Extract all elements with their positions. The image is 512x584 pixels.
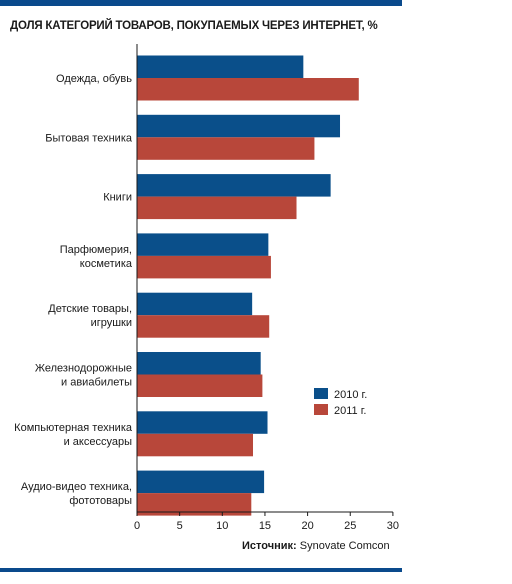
bar-2011-3 <box>137 255 271 279</box>
bar-2011-1 <box>137 137 315 160</box>
category-label: Книги <box>103 192 132 204</box>
legend-swatch-2010 <box>314 388 328 399</box>
bar-2011-4 <box>137 315 270 338</box>
bar-2011-0 <box>137 78 359 101</box>
x-tick-label: 5 <box>177 520 183 532</box>
category-label: Бытовая техника <box>45 132 133 144</box>
bottom-rule <box>0 568 402 572</box>
category-label: Аудио-видео техника, <box>21 481 132 493</box>
x-tick-label: 20 <box>301 520 313 532</box>
bar-2011-2 <box>137 196 297 220</box>
legend-label-2011: 2011 г. <box>334 405 366 417</box>
bar-2010-7 <box>137 470 265 494</box>
bar-2010-0 <box>137 55 304 78</box>
bar-2010-4 <box>137 292 253 316</box>
category-label: Железнодорожные <box>35 363 132 375</box>
source-note: Источник: Synovate Comcon <box>242 540 390 552</box>
x-tick-label: 0 <box>134 520 140 532</box>
legend-label-2010: 2010 г. <box>334 389 367 401</box>
bar-2011-6 <box>137 433 254 457</box>
bar-2010-3 <box>137 233 269 256</box>
category-label: Парфюмерия, <box>60 244 132 256</box>
source-value: Synovate Comcon <box>299 540 390 552</box>
category-label: игрушки <box>91 317 132 329</box>
bar-2011-7 <box>137 493 252 516</box>
category-label: и авиабилеты <box>61 377 132 389</box>
x-tick-label: 30 <box>387 520 399 532</box>
category-label: Одежда, обувь <box>56 73 132 85</box>
chart-title: ДОЛЯ КАТЕГОРИЙ ТОВАРОВ, ПОКУПАЕМЫХ ЧЕРЕЗ… <box>10 20 378 32</box>
source-label: Источник: <box>242 540 297 552</box>
bar-2010-2 <box>137 174 331 197</box>
legend-swatch-2011 <box>314 404 328 415</box>
category-label: Детские товары, <box>48 303 132 315</box>
bar-2010-1 <box>137 114 341 138</box>
bar-2010-6 <box>137 411 268 434</box>
bar-2010-5 <box>137 352 261 375</box>
x-tick-label: 25 <box>344 520 356 532</box>
category-label: и аксессуары <box>64 436 132 448</box>
top-rule <box>0 0 402 6</box>
bar-2011-5 <box>137 374 263 397</box>
x-tick-label: 15 <box>259 520 271 532</box>
x-tick-label: 10 <box>216 520 228 532</box>
category-label: Компьютерная техника <box>14 422 133 434</box>
category-label: фототовары <box>69 495 132 507</box>
category-label: косметика <box>80 258 133 270</box>
